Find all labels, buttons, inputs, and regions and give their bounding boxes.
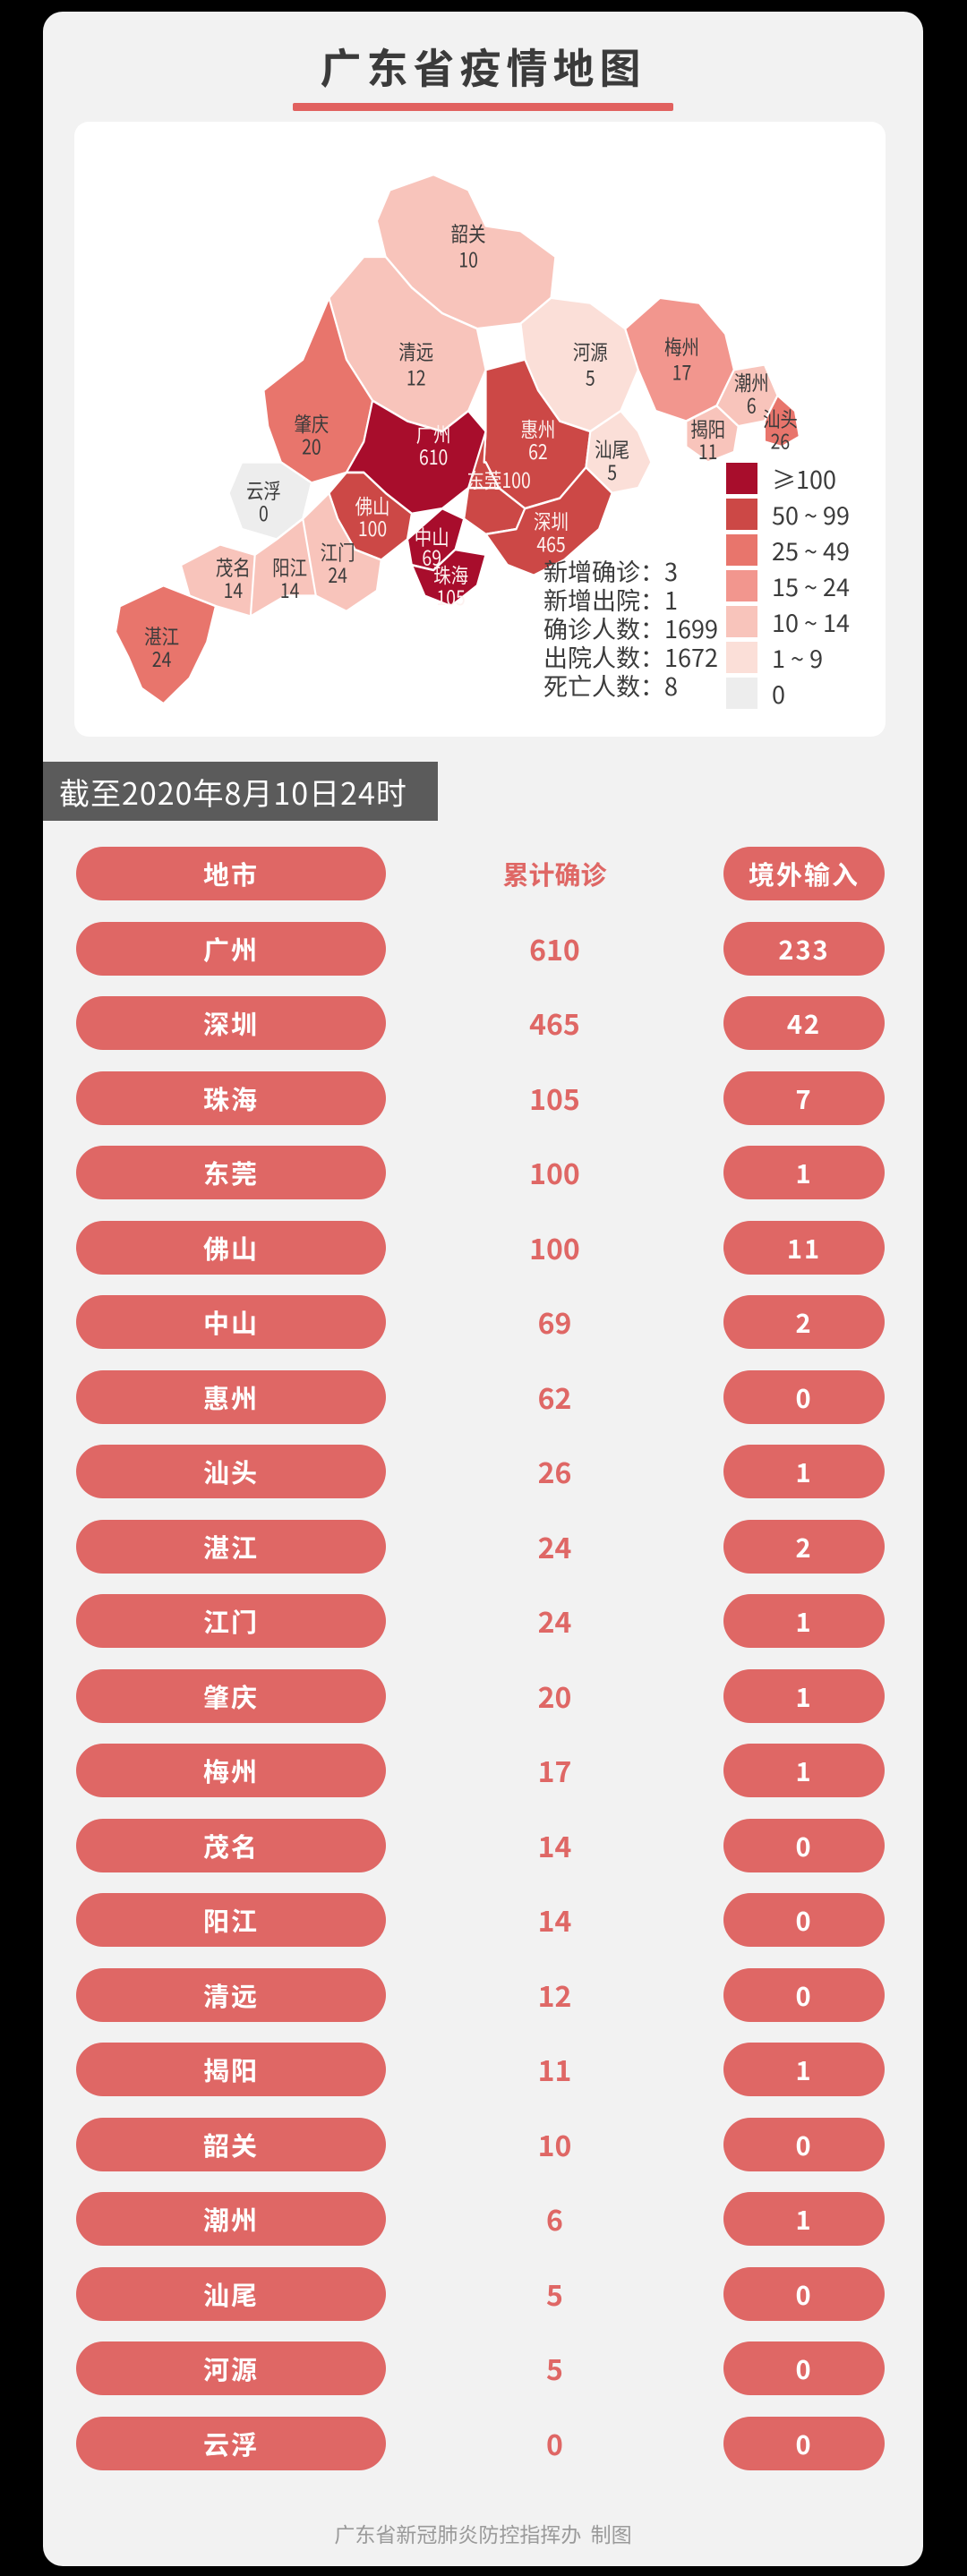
- svg-text:62: 62: [528, 436, 548, 465]
- svg-text:东莞100: 东莞100: [466, 465, 530, 494]
- svg-text:20: 20: [302, 431, 321, 460]
- svg-text:14: 14: [224, 575, 244, 604]
- svg-text:24: 24: [328, 559, 347, 589]
- svg-text:5: 5: [607, 456, 617, 486]
- svg-text:6: 6: [747, 389, 757, 419]
- svg-text:12: 12: [406, 362, 426, 391]
- svg-text:5: 5: [586, 362, 595, 391]
- svg-text:105: 105: [436, 582, 465, 611]
- svg-text:24: 24: [152, 644, 172, 673]
- svg-text:17: 17: [672, 357, 692, 387]
- svg-text:11: 11: [698, 436, 718, 465]
- svg-text:0: 0: [259, 498, 269, 527]
- svg-text:14: 14: [280, 575, 300, 604]
- svg-text:26: 26: [771, 426, 791, 456]
- svg-text:610: 610: [419, 441, 448, 471]
- svg-text:100: 100: [358, 513, 387, 542]
- svg-text:10: 10: [458, 243, 478, 273]
